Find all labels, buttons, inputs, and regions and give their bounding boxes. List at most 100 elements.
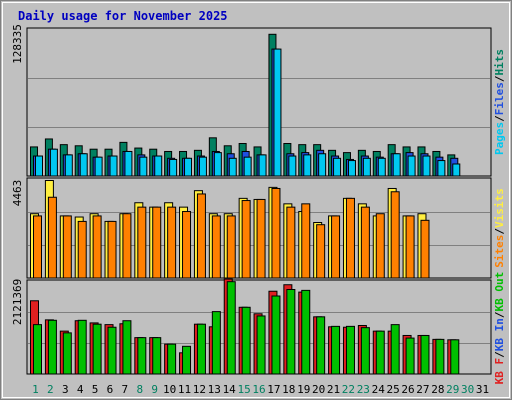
sites-bar [77,220,87,279]
sites-bar [211,215,221,279]
kb-out-bar [420,334,430,375]
pages-bar [318,153,327,177]
x-label-day: 22 [342,383,355,396]
sites-bar [390,191,400,279]
x-label-day: 8 [136,383,143,396]
pages-bar [35,155,43,177]
kb-out-bar [331,325,341,375]
sites-bar [196,193,206,279]
legend-entry: Files [493,82,506,115]
pages-bar [79,153,88,177]
sites-bar [301,203,311,279]
legend-panel-1: Pages/Files/Hits [493,49,506,155]
kb-out-bar [375,330,385,375]
sites-bar [226,215,236,279]
x-label-day: 16 [252,383,265,396]
legend-separator: / [493,351,506,358]
legend-panel-3: KB F/KB In/KB Out [493,272,506,385]
y-tick-visits: 4463 [11,180,24,207]
x-label-day: 5 [92,383,99,396]
pages-bar [347,160,356,177]
sites-bar [33,215,42,279]
x-label-day: 26 [401,383,414,396]
kb-out-bar [301,289,311,375]
y-tick-labels: 128335 4463 2121369 [11,24,24,325]
x-label-day: 24 [372,383,386,396]
kb-out-bar [47,319,57,375]
kb-out-bar [92,323,102,375]
x-label-day: 4 [77,383,84,396]
kb-out-bar [345,325,355,375]
legend-separator: / [493,115,506,122]
pages-bar [258,154,267,177]
x-label-day: 18 [282,383,295,396]
kb-out-bar [316,316,326,375]
x-label-day: 25 [387,383,400,396]
sites-bar [152,206,162,279]
pages-bar [422,155,431,177]
x-label-day: 7 [122,383,129,396]
pages-bar [169,158,178,177]
kb-out-bar [271,295,281,375]
sites-bar [360,206,370,279]
kb-out-bar [211,311,221,375]
x-label-day: 12 [193,383,206,396]
kb-panel [26,278,492,375]
chart-title: Daily usage for November 2025 [18,9,228,23]
x-label-day: 1 [32,383,39,396]
x-label-day: 23 [357,383,370,396]
legend-entry: KB Out [493,272,506,312]
x-label-day: 17 [267,383,280,396]
sites-bar [92,215,102,279]
y-tick-kb: 2121369 [11,279,24,325]
legend-panel-2: Sites/Visits [493,188,506,268]
kb-out-bar [360,327,370,375]
pages-bar [452,163,461,177]
x-label-day: 21 [327,383,340,396]
y-tick-hits: 128335 [11,24,24,64]
x-label-day: 2 [47,383,54,396]
kb-out-bar [405,337,415,375]
legend-separator: / [493,228,506,235]
pages-bar [407,155,416,177]
x-label-day: 27 [416,383,429,396]
pages-bar [213,152,222,177]
x-label-day: 3 [62,383,69,396]
legend-separator: / [493,75,506,82]
sites-bar [137,206,147,279]
pages-bar [243,156,252,177]
x-label-day: 11 [178,383,191,396]
pages-bar [228,157,237,177]
pages-bar [124,150,133,177]
pages-bar [288,155,297,177]
sites-bar [375,213,385,279]
sites-bar [256,198,266,279]
sites-bar [182,211,192,279]
kb-out-bar [390,324,400,375]
pages-bar [303,154,312,177]
kb-out-bar [182,345,192,375]
pages-bar [273,48,282,177]
x-label-day: 20 [312,383,325,396]
kb-out-bar [450,339,460,375]
legend-entry: KB F [493,358,506,385]
pages-bar [154,155,163,177]
x-label-day: 19 [297,383,310,396]
sites-bar [62,215,72,279]
sites-bar [47,196,57,279]
x-label-day: 14 [223,383,237,396]
pages-bar [392,153,401,177]
sites-bar [167,206,177,279]
sites-bar [345,197,355,279]
kb-out-bar [196,323,206,375]
kb-out-bar [226,281,236,375]
sites-bar [241,200,251,279]
sites-bar [405,215,415,279]
x-label-day: 6 [107,383,114,396]
kb-out-bar [77,319,87,375]
pages-bar [198,156,207,177]
hits-files-pages-panel [26,27,492,177]
legend-entry: Sites [493,235,506,268]
